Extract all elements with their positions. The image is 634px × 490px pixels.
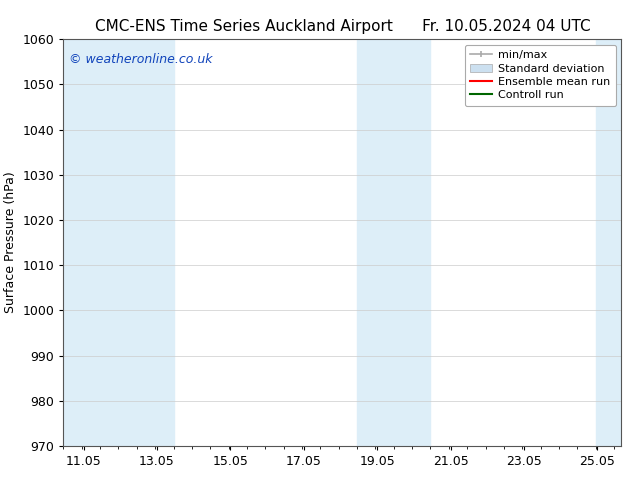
Title: CMC-ENS Time Series Auckland Airport      Fr. 10.05.2024 04 UTC: CMC-ENS Time Series Auckland Airport Fr.… (94, 19, 590, 34)
Bar (394, 39, 430, 446)
Y-axis label: Surface Pressure (hPa): Surface Pressure (hPa) (4, 172, 17, 314)
Text: © weatheronline.co.uk: © weatheronline.co.uk (69, 53, 212, 67)
Bar (357, 39, 394, 446)
Bar (119, 39, 174, 446)
Bar (63, 39, 119, 446)
Bar (595, 39, 621, 446)
Legend: min/max, Standard deviation, Ensemble mean run, Controll run: min/max, Standard deviation, Ensemble me… (465, 45, 616, 106)
